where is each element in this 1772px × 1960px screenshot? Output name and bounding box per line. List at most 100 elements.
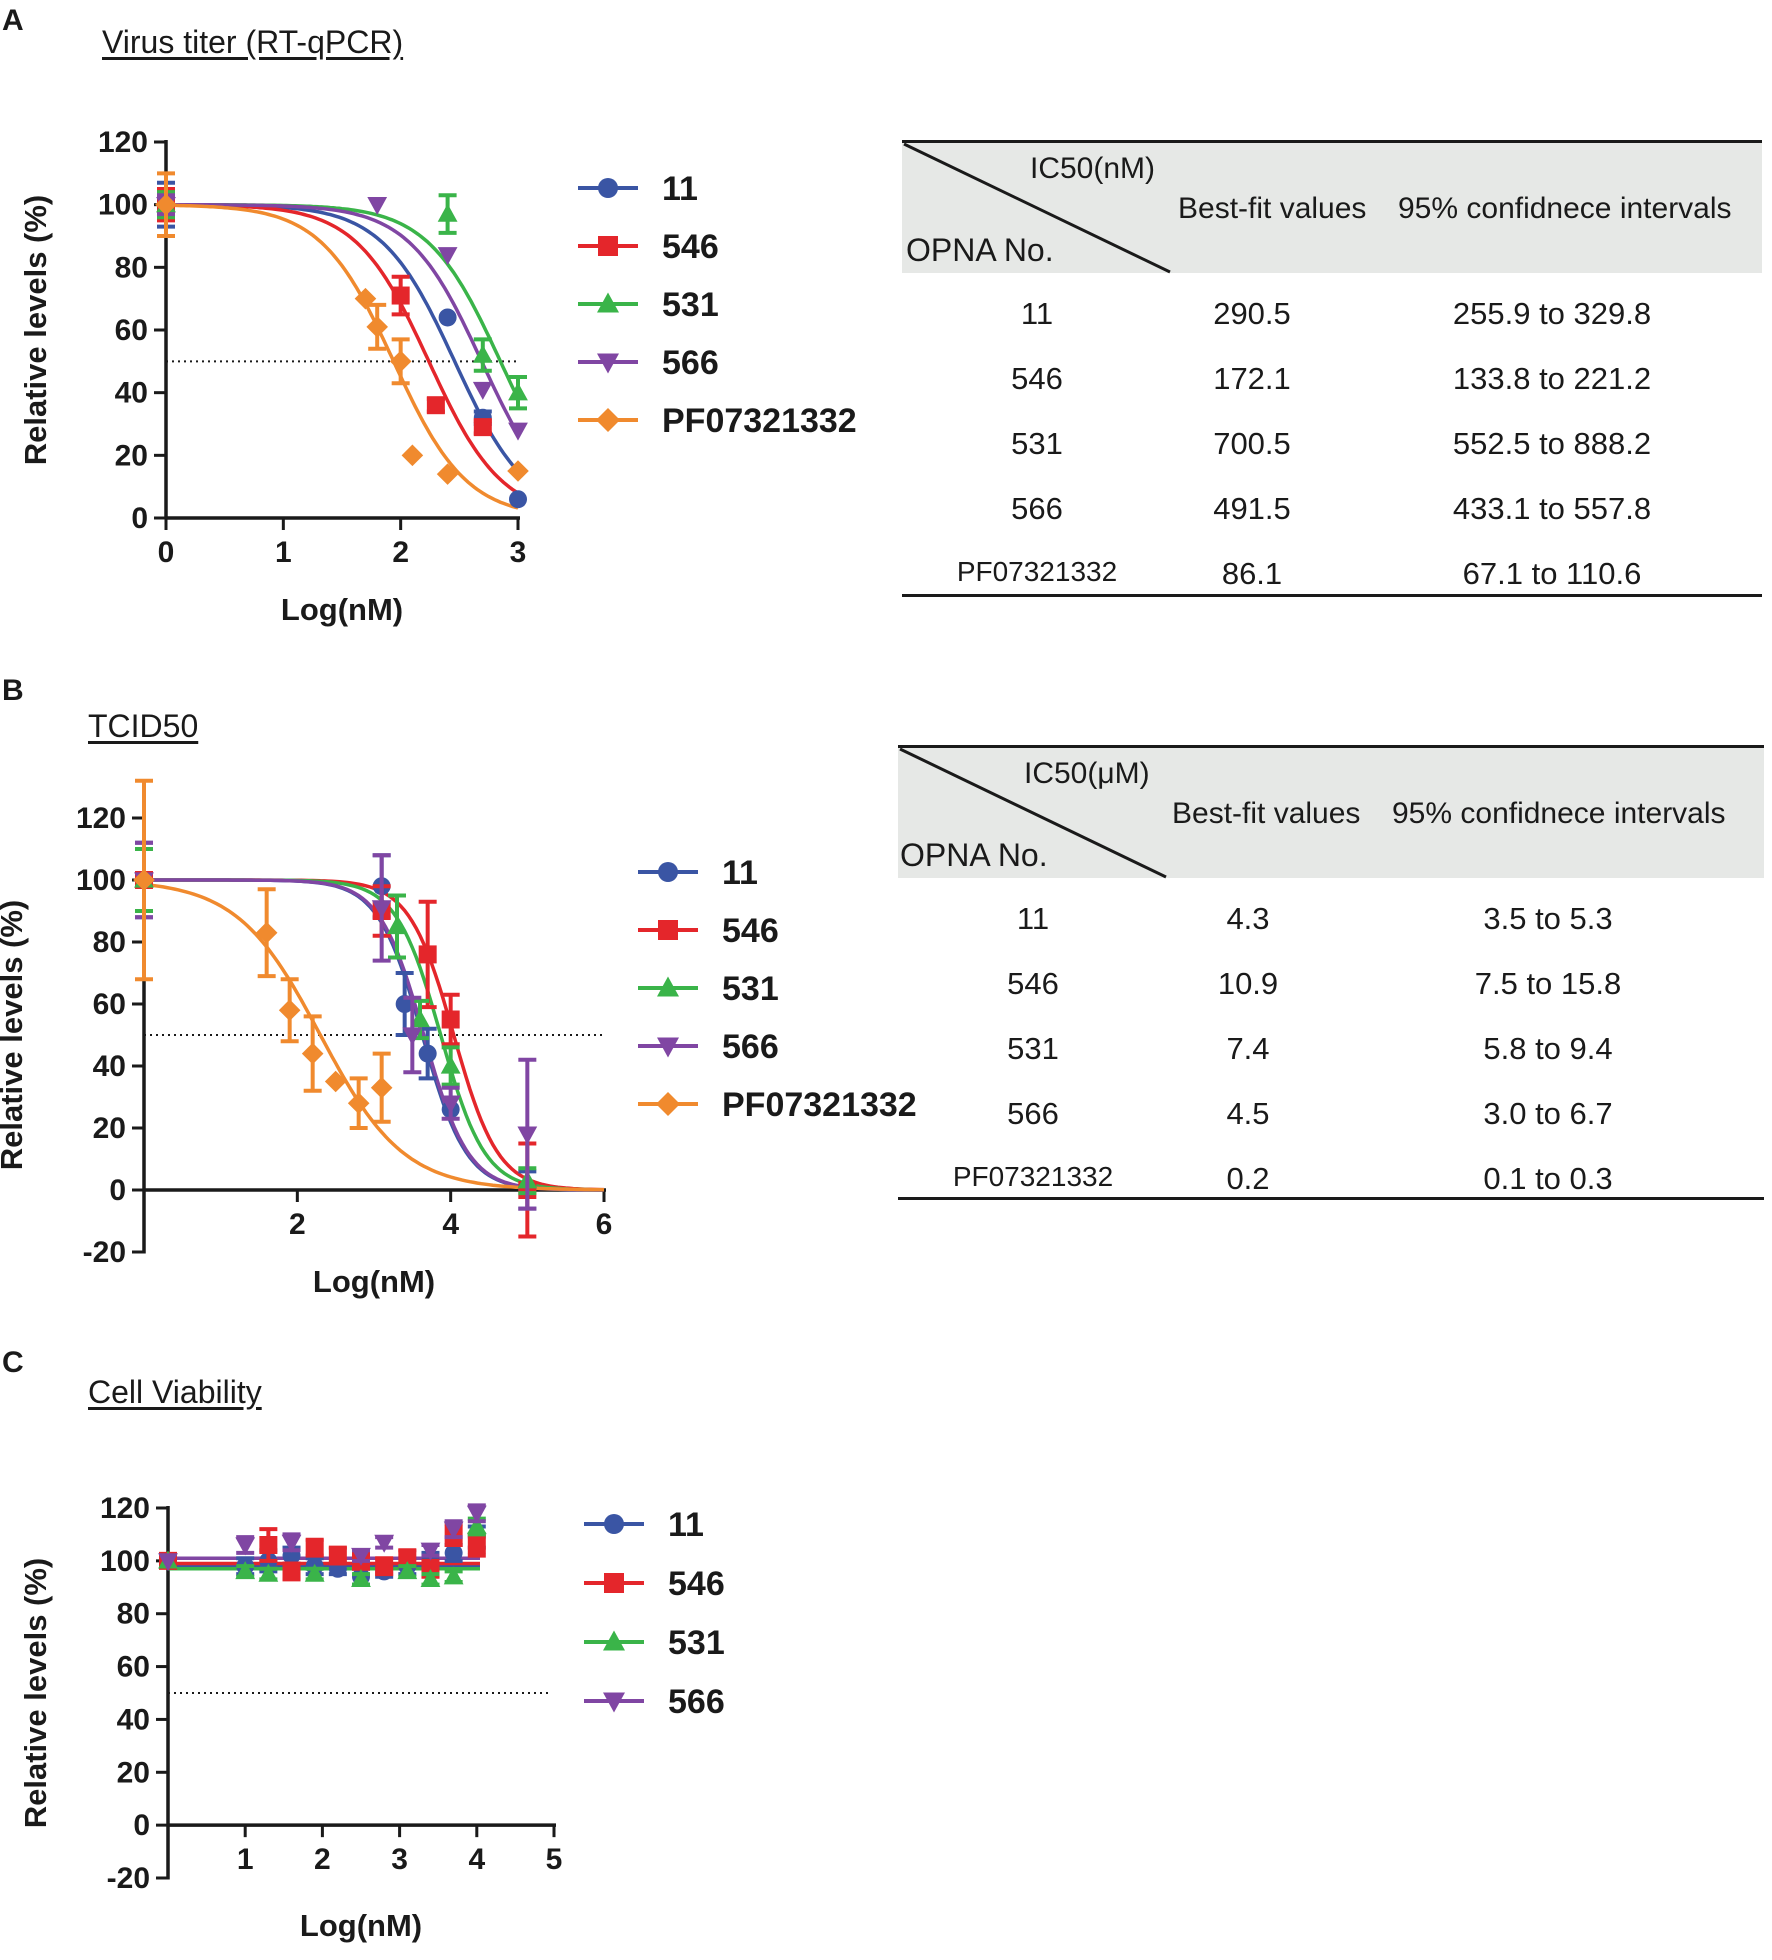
table-cell-id: 531 [1007, 1031, 1059, 1066]
table-cell-id: 546 [1007, 966, 1059, 1001]
y-tick-label: 40 [93, 1050, 126, 1083]
legend-label-PF07321332: PF07321332 [722, 1086, 917, 1124]
table-col-best-fit: Best-fit values [1178, 192, 1367, 225]
data-point-531 [466, 1516, 487, 1535]
legend-marker-546 [658, 920, 678, 940]
table-cell-best: 491.5 [1213, 491, 1291, 526]
data-point-531 [508, 382, 528, 401]
data-point-566 [371, 900, 392, 919]
data-point-566 [443, 1521, 464, 1540]
data-point-11 [509, 490, 527, 509]
legend-label-566: 566 [668, 1683, 725, 1721]
table-cell-id: 11 [1016, 901, 1050, 936]
panel-c-title: Cell Viability [88, 1374, 262, 1410]
data-point-546 [259, 1536, 278, 1554]
data-point-531 [443, 1566, 464, 1585]
data-point-566 [466, 1505, 487, 1524]
data-point-PF07321332 [301, 1042, 324, 1065]
legend-marker-PF07321332 [596, 408, 620, 432]
table-cell-best: 4.5 [1226, 1096, 1270, 1131]
fit-curve-566 [166, 202, 520, 435]
y-tick-label: 0 [109, 1174, 126, 1207]
data-point-566 [472, 381, 493, 400]
table-cell-ci: 3.5 to 5.3 [1483, 901, 1613, 936]
table-header-band [898, 745, 1764, 878]
x-tick-label: 0 [158, 536, 175, 569]
table-cell-ci: 3.0 to 6.7 [1483, 1096, 1613, 1131]
table-cell-best: 10.9 [1217, 966, 1279, 1001]
legend-label-566: 566 [722, 1028, 779, 1066]
legend-label-11: 11 [662, 170, 698, 208]
data-point-531 [410, 1009, 430, 1028]
table-cell-id: 11 [1020, 296, 1054, 331]
x-tick-label: 5 [546, 1843, 563, 1876]
data-point-546 [305, 1538, 324, 1557]
x-tick-label: 2 [392, 536, 409, 569]
table-row-header: OPNA No. [900, 837, 1048, 873]
data-point-PF07321332 [324, 1070, 347, 1093]
table-cell-best: 290.5 [1213, 296, 1291, 331]
legend-marker-11 [658, 862, 678, 882]
y-axis-title: Relative levels (%) [18, 1558, 53, 1829]
y-tick-label: 100 [100, 1545, 150, 1578]
data-point-566 [158, 1553, 178, 1572]
y-tick-label: 100 [76, 864, 126, 897]
y-axis-title: Relative levels (%) [0, 900, 29, 1171]
data-point-566 [235, 1537, 256, 1556]
y-tick-label: 40 [117, 1703, 150, 1736]
table-cell-id: 546 [1011, 361, 1063, 396]
fit-curve-531 [166, 202, 520, 400]
x-tick-label: 6 [596, 1208, 613, 1241]
panel-c-letter: C [2, 1346, 24, 1379]
legend-label-PF07321332: PF07321332 [662, 402, 857, 440]
y-tick-label: 0 [131, 502, 148, 535]
data-point-PF07321332 [347, 1092, 370, 1114]
x-tick-label: 1 [275, 536, 292, 569]
table-header-band [902, 140, 1762, 273]
table-cell-best: 700.5 [1213, 426, 1291, 461]
data-point-531 [472, 344, 493, 363]
data-point-PF07321332 [354, 287, 377, 310]
table-cell-best: 86.1 [1221, 556, 1283, 591]
legend-label-531: 531 [662, 286, 719, 324]
x-tick-label: 2 [314, 1843, 331, 1876]
y-tick-label: -20 [107, 1862, 150, 1895]
x-tick-label: 3 [391, 1843, 408, 1876]
y-tick-label: 20 [115, 439, 148, 472]
legend-marker-11 [604, 1514, 624, 1534]
data-point-566 [440, 1095, 461, 1114]
table-cell-id: 531 [1011, 426, 1063, 461]
legend-marker-566 [597, 353, 619, 374]
ic50-table-a: IC50(nM) Best-fit values 95% confidnece … [902, 140, 1762, 600]
table-header-diagonal [903, 142, 1171, 274]
panel-a-title: Virus titer (RT-qPCR) [102, 24, 404, 60]
x-axis-title: Log(nM) [281, 592, 403, 627]
table-cell-best: 172.1 [1213, 361, 1291, 396]
legend-marker-531 [597, 292, 619, 313]
data-point-546 [328, 1546, 347, 1565]
x-axis-title: Log(nM) [313, 1264, 435, 1299]
y-tick-label: 80 [93, 926, 126, 959]
data-point-PF07321332 [507, 460, 529, 482]
chart-virus-titer: 0 20 40 60 80 100 120 0 1 2 3 Log(nM) Relative level… [18, 126, 857, 627]
table-cell-ci: 0.1 to 0.3 [1483, 1161, 1613, 1196]
data-point-546 [467, 1536, 486, 1554]
table-cell-ci: 67.1 to 110.6 [1462, 556, 1642, 591]
data-point-566 [437, 247, 458, 266]
table-col-best-fit: Best-fit values [1172, 797, 1361, 830]
y-tick-label: 60 [115, 314, 148, 347]
y-tick-label: 120 [100, 1492, 150, 1525]
y-tick-label: 80 [115, 251, 148, 284]
table-cell-best: 0.2 [1226, 1161, 1270, 1196]
table-cell-id: PF07321332 [956, 556, 1118, 587]
data-point-566 [367, 197, 388, 216]
table-col-ci: 95% confidnece intervals [1398, 192, 1732, 225]
data-point-566 [351, 1547, 371, 1566]
legend-marker-11 [598, 178, 618, 198]
legend-marker-PF07321332 [656, 1092, 680, 1116]
data-point-566 [402, 1027, 423, 1046]
y-tick-label: 60 [93, 988, 126, 1021]
data-point-531 [437, 203, 458, 222]
legend-label-531: 531 [668, 1624, 725, 1662]
legend-marker-566 [603, 1692, 625, 1713]
